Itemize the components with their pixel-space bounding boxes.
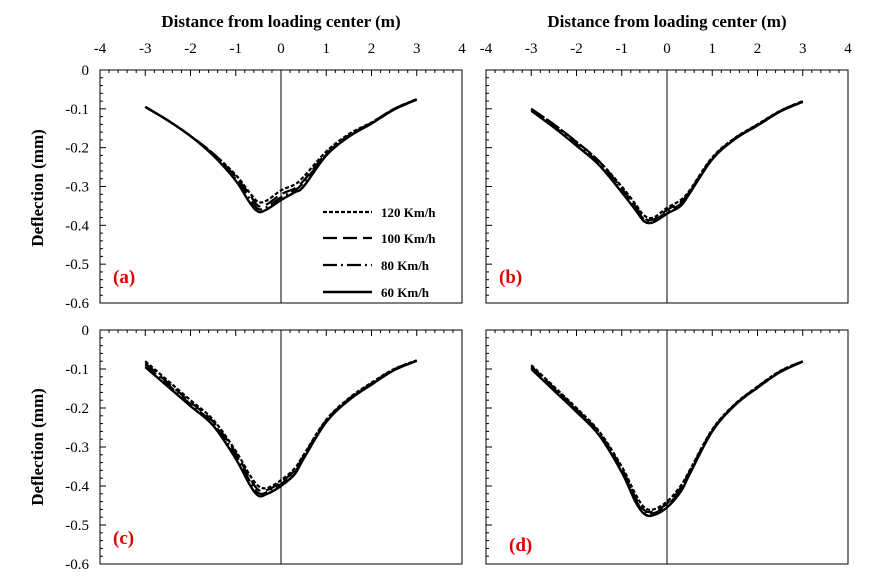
x-tick-label: -4 — [94, 41, 107, 57]
x-tick-label: -4 — [480, 41, 493, 57]
y-tick-label: -0.5 — [65, 518, 89, 534]
x-tick-label: -1 — [230, 41, 243, 57]
y-tick-label: -0.1 — [65, 362, 89, 378]
legend-label-80: 80 Km/h — [381, 258, 430, 273]
x-tick-label: 1 — [709, 41, 717, 57]
legend-label-120: 120 Km/h — [381, 205, 436, 220]
y-tick-label: -0.3 — [65, 180, 89, 196]
y-tick-label: -0.4 — [65, 218, 89, 234]
series-line-60 — [530, 360, 804, 518]
legend: 120 Km/h 100 Km/h 80 Km/h 60 Km/h — [323, 205, 436, 300]
panel-a: -4 -3 -2 -1 0 1 2 3 4 0 -0.1 -0.2 -0.3 -0.4 -0.5 -0.6 (a… — [65, 41, 466, 312]
x-tick-label: 0 — [663, 41, 671, 57]
y-tick-label: -0.2 — [65, 401, 89, 417]
x-tick-label: 3 — [799, 41, 807, 57]
x-tick-label: -2 — [184, 41, 197, 57]
y-tick-label: -0.3 — [65, 440, 89, 456]
panel-label: (b) — [499, 267, 522, 288]
x-tick-label: 4 — [458, 41, 466, 57]
x-axis-title-left: Distance from loading center (m) — [161, 12, 400, 31]
y-tick-label: -0.4 — [65, 479, 89, 495]
x-tick-label: 0 — [277, 41, 285, 57]
y-axis-title-top: Deflection (mm) — [28, 129, 47, 247]
y-tick-label: -0.5 — [65, 257, 89, 273]
x-tick-label: -3 — [139, 41, 152, 57]
legend-label-100: 100 Km/h — [381, 231, 436, 246]
x-tick-label: -1 — [616, 41, 629, 57]
y-tick-label: 0 — [82, 63, 90, 79]
y-tick-label: -0.6 — [65, 557, 89, 573]
x-tick-label: -2 — [570, 41, 583, 57]
y-tick-label: 0 — [82, 323, 90, 339]
series-line-80 — [144, 98, 418, 211]
y-tick-label: -0.2 — [65, 141, 89, 157]
x-tick-label: -3 — [525, 41, 538, 57]
panel-b: -4 -3 -2 -1 0 1 2 3 4 (b) — [480, 41, 852, 304]
series-line-100 — [530, 100, 804, 222]
x-tick-label: 2 — [754, 41, 762, 57]
panel-label: (a) — [113, 267, 135, 288]
series-line-60 — [144, 98, 418, 214]
series-line-120 — [144, 359, 418, 490]
y-tick-label: -0.6 — [65, 296, 89, 312]
panel-c: 0 -0.1 -0.2 -0.3 -0.4 -0.5 -0.6 (c) — [65, 323, 463, 573]
panel-label: (c) — [113, 528, 134, 549]
legend-label-60: 60 Km/h — [381, 285, 430, 300]
series-line-60 — [144, 359, 418, 498]
x-tick-label: 4 — [844, 41, 852, 57]
y-axis-title-bottom: Deflection (mm) — [28, 388, 47, 506]
y-tick-label: -0.1 — [65, 102, 89, 118]
panel-d: (d) — [485, 329, 849, 565]
panel-label: (d) — [509, 535, 532, 556]
x-tick-label: 1 — [323, 41, 331, 57]
series-line-60 — [530, 100, 804, 225]
series-line-100 — [144, 359, 418, 493]
x-tick-label: 3 — [413, 41, 421, 57]
x-tick-label: 2 — [368, 41, 376, 57]
x-axis-title-right: Distance from loading center (m) — [547, 12, 786, 31]
